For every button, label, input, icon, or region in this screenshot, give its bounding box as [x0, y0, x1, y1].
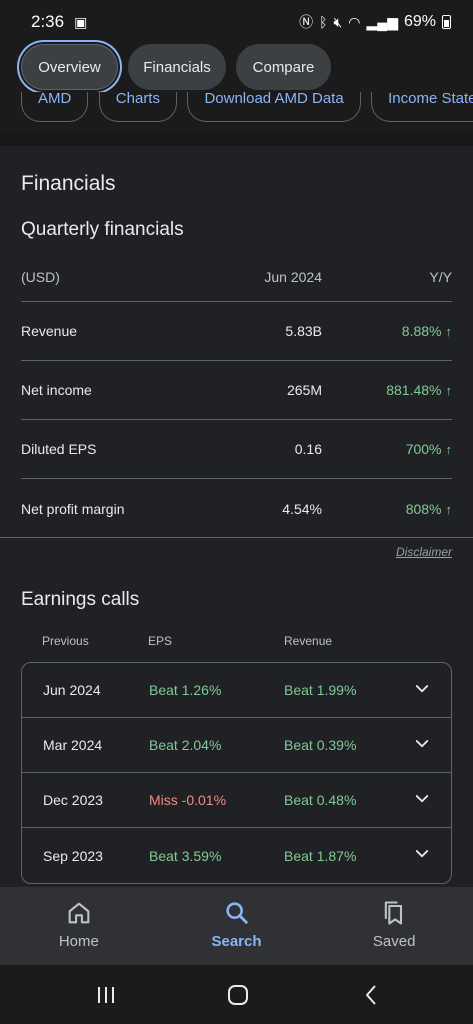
status-bar: 2:36 ▣ Ⓝ ᛒ 🔇︎ ◠ ▂▄▆ 69% [0, 0, 473, 44]
currency-label: (USD) [21, 268, 60, 285]
chip-income-statement[interactable]: Income State [371, 92, 473, 122]
chevron-down-icon[interactable] [413, 735, 431, 753]
eps-result: Beat 1.26% [149, 682, 222, 698]
row-value: 4.54% [282, 500, 322, 517]
arrow-up-icon: ↑ [445, 501, 453, 517]
earnings-list: Jun 2024 Beat 1.26% Beat 1.99% Mar 2024 … [21, 662, 452, 884]
saved-icon [384, 901, 403, 925]
quarter-label: Mar 2024 [43, 737, 103, 753]
earnings-row[interactable]: Jun 2024 Beat 1.26% Beat 1.99% [22, 663, 451, 718]
nav-saved-label: Saved [372, 933, 416, 950]
eps-label: EPS [148, 634, 173, 648]
period-label: Jun 2024 [264, 268, 322, 285]
divider [0, 537, 473, 538]
mute-icon: 🔇︎ [333, 13, 343, 30]
eps-result: Miss -0.01% [149, 792, 227, 808]
chip-amd[interactable]: AMD [21, 92, 89, 122]
nav-search-label: Search [211, 933, 262, 950]
nfc-icon: Ⓝ [299, 14, 314, 30]
nav-saved[interactable]: Saved [315, 887, 473, 965]
recent-apps-icon[interactable] [94, 983, 118, 1007]
chevron-down-icon[interactable] [413, 680, 431, 698]
row-change: 8.88% ↑ [322, 323, 452, 339]
eps-result: Beat 3.59% [149, 847, 222, 864]
financials-header-row: (USD) Jun 2024 Y/Y [21, 252, 452, 302]
chip-charts[interactable]: Charts [98, 92, 177, 122]
quarter-label: Dec 2023 [43, 792, 103, 808]
revenue-result: Beat 1.99% [284, 682, 357, 698]
earnings-row[interactable]: Mar 2024 Beat 2.04% Beat 0.39% [22, 718, 451, 773]
row-label: Revenue [21, 323, 78, 339]
back-icon[interactable] [360, 983, 384, 1007]
gallery-icon: ▣ [74, 13, 88, 30]
change-value: 881.48% [386, 382, 442, 398]
nav-search[interactable]: Search [158, 887, 316, 965]
revenue-result: Beat 1.87% [284, 847, 357, 864]
arrow-up-icon: ↑ [445, 324, 453, 339]
nav-home[interactable]: Home [0, 887, 158, 965]
row-label: Diluted EPS [21, 441, 97, 457]
battery-icon [442, 15, 451, 29]
change-value: 8.88% [401, 323, 442, 339]
row-value: 0.16 [294, 441, 322, 457]
home-icon [68, 902, 90, 924]
top-tabs: Overview Financials Compare [0, 42, 473, 92]
chip-download-data[interactable]: Download AMD Data [187, 92, 361, 122]
change-value: 808% [405, 500, 442, 517]
financials-title: Financials [21, 172, 116, 195]
change-label: Y/Y [429, 268, 452, 285]
earnings-row[interactable]: Dec 2023 Miss -0.01% Beat 0.48% [22, 773, 451, 828]
row-value: 265M [286, 382, 322, 398]
tab-financials[interactable]: Financials [128, 44, 226, 90]
table-row: Net income 265M 881.48% ↑ [21, 361, 452, 420]
table-row: Revenue 5.83B 8.88% ↑ [21, 302, 452, 361]
quarter-label: Jun 2024 [43, 682, 101, 698]
section-separator [0, 132, 473, 146]
system-nav-bar [0, 965, 473, 1024]
quarterly-financials-title: Quarterly financials [21, 219, 184, 240]
financials-table: (USD) Jun 2024 Y/Y Revenue 5.83B 8.88% ↑ … [21, 252, 452, 538]
quarter-label: Sep 2023 [43, 847, 103, 864]
bluetooth-icon: ᛒ [319, 14, 328, 30]
arrow-up-icon: ↑ [445, 442, 453, 457]
earnings-calls-title: Earnings calls [21, 589, 140, 610]
revenue-label: Revenue [284, 634, 333, 648]
status-time: 2:36 [31, 12, 65, 31]
row-label: Net income [21, 382, 92, 398]
tab-compare[interactable]: Compare [236, 44, 331, 90]
row-change: 808% ↑ [322, 501, 452, 517]
eps-result: Beat 2.04% [149, 737, 222, 753]
battery-percent: 69% [403, 13, 436, 30]
arrow-up-icon: ↑ [445, 383, 453, 398]
row-value: 5.83B [285, 323, 322, 339]
earnings-row[interactable]: Sep 2023 Beat 3.59% Beat 1.87% [22, 828, 451, 883]
disclaimer-link[interactable]: Disclaimer [395, 545, 452, 559]
tab-overview[interactable]: Overview [21, 44, 118, 90]
revenue-result: Beat 0.39% [284, 737, 357, 753]
home-button-icon[interactable] [226, 983, 250, 1007]
change-value: 700% [405, 441, 442, 457]
row-change: 700% ↑ [322, 441, 452, 457]
related-chips: AMD Charts Download AMD Data Income Stat… [0, 92, 473, 132]
chevron-down-icon[interactable] [413, 790, 431, 808]
chevron-down-icon[interactable] [413, 845, 431, 863]
nav-home-label: Home [58, 933, 99, 950]
bottom-nav: Home Search Saved [0, 887, 473, 965]
row-change: 881.48% ↑ [322, 382, 452, 398]
search-icon [225, 902, 248, 924]
previous-label: Previous [42, 634, 89, 648]
table-row: Net profit margin 4.54% 808% ↑ [21, 479, 452, 538]
row-label: Net profit margin [21, 500, 125, 517]
table-row: Diluted EPS 0.16 700% ↑ [21, 420, 452, 479]
signal-icon: ▂▄▆ [366, 13, 398, 30]
wifi-icon: ◠ [348, 13, 361, 30]
revenue-result: Beat 0.48% [284, 792, 357, 808]
financials-card: Financials Quarterly financials (USD) Ju… [0, 146, 473, 576]
